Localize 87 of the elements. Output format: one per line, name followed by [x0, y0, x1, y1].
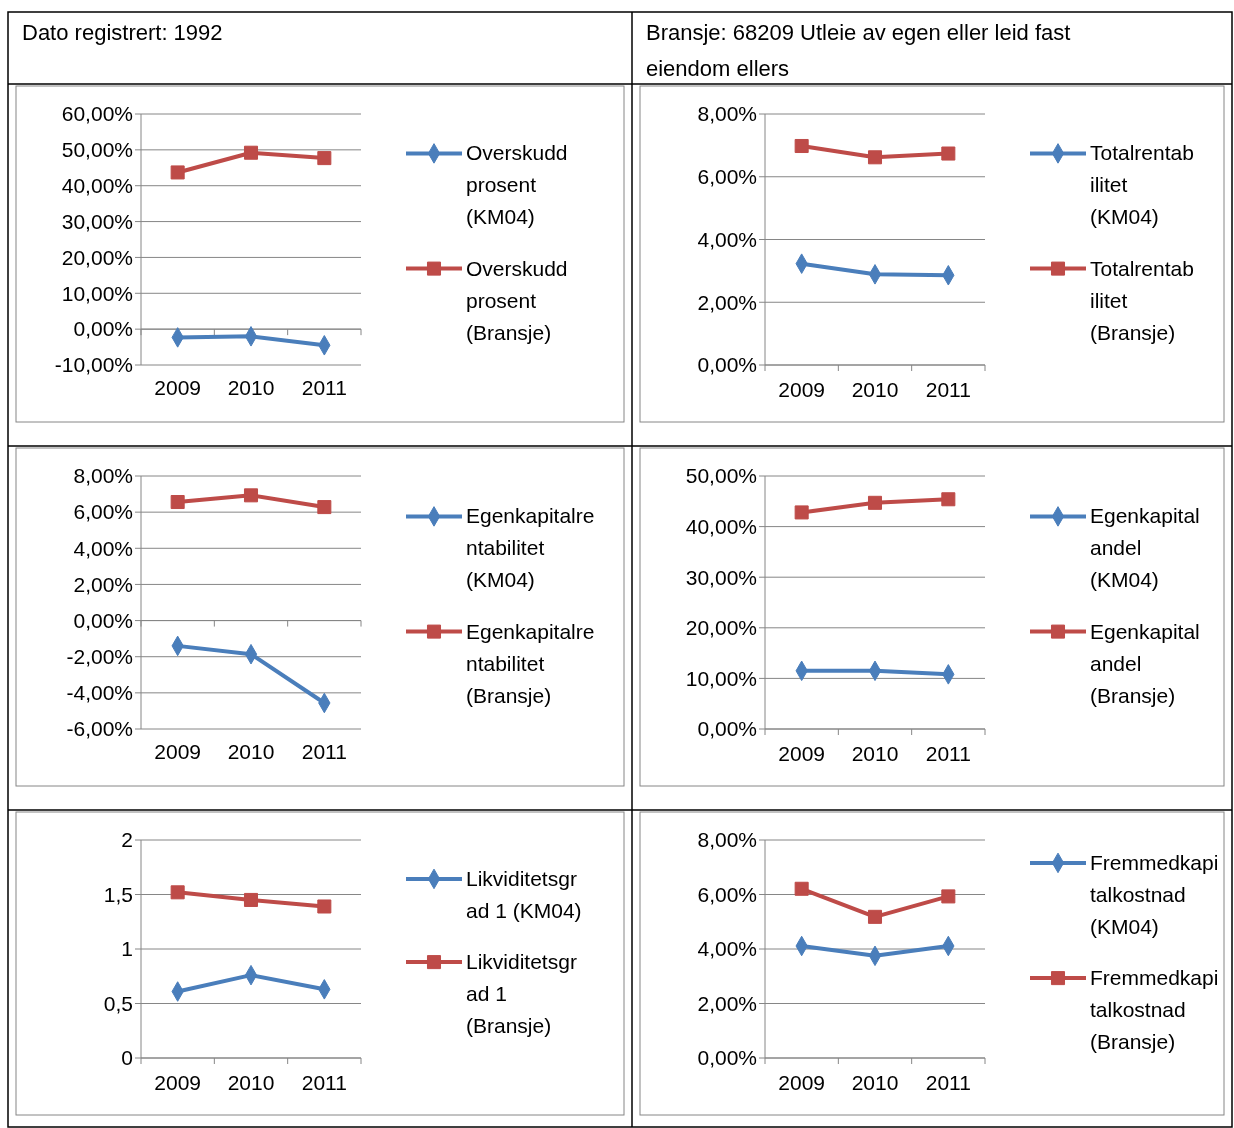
x-tick-label: 2009 [778, 1071, 826, 1094]
y-tick-label: 4,00% [73, 536, 133, 560]
y-tick-label: 8,00% [697, 102, 757, 126]
point [941, 146, 956, 161]
legend-label: Overskudd prosent (KM04) [466, 141, 568, 229]
x-tick-label: 2011 [301, 376, 347, 399]
point [243, 488, 259, 503]
point [794, 881, 809, 896]
y-tick-label: 20,00% [685, 616, 757, 640]
x-tick-label: 2011 [301, 1071, 347, 1094]
x-tick-label: 2010 [227, 376, 275, 399]
y-tick-label: 30,00% [61, 209, 133, 233]
y-tick-label: 10,00% [685, 666, 757, 690]
y-tick-label: 60,00% [61, 102, 133, 126]
y-tick-label: -2,00% [66, 645, 133, 669]
y-tick-label: 0,00% [73, 317, 133, 341]
legend-label: Egenkapitalandel (Bransje) [1090, 619, 1200, 707]
y-tick-label: 6,00% [697, 165, 757, 189]
point [317, 500, 332, 515]
y-tick-label: 20,00% [61, 245, 133, 269]
x-tick-label: 2011 [925, 742, 971, 765]
point [243, 892, 259, 907]
x-tick-label: 2010 [851, 742, 899, 765]
legend-label: Likviditetsgrad 1 (KM04) [466, 866, 582, 922]
y-tick-label: 30,00% [685, 565, 757, 589]
x-tick-label: 2009 [778, 742, 826, 765]
point [170, 165, 185, 180]
y-tick-label: 6,00% [73, 500, 133, 524]
point [867, 495, 883, 510]
legend-label: Overskudd prosent (Bransje) [466, 256, 568, 344]
y-tick-label: 4,00% [697, 937, 757, 961]
x-tick-label: 2009 [154, 740, 202, 763]
y-tick-label: 1,5 [103, 882, 133, 906]
y-tick-label: 2,00% [697, 290, 757, 314]
y-tick-label: 40,00% [61, 174, 133, 198]
legend-label: Egenkapitalrentabilitet (KM04) [466, 504, 595, 592]
text: Bransje: 68209 Utleie av egen eller leid fast eiendom ellers [646, 20, 1071, 81]
point [794, 138, 809, 154]
y-tick-label: 2 [121, 828, 133, 852]
y-tick-label: -6,00% [66, 717, 133, 741]
x-tick-label: 2011 [301, 740, 347, 763]
x-tick-label: 2011 [925, 1071, 971, 1094]
y-tick-label: 0,5 [103, 991, 133, 1015]
y-tick-label: 10,00% [61, 281, 133, 305]
y-tick-label: 50,00% [61, 138, 133, 162]
y-tick-label: 2,00% [697, 991, 757, 1015]
y-tick-label: 8,00% [697, 828, 757, 852]
x-tick-label: 2009 [154, 1071, 202, 1094]
point [794, 505, 809, 520]
legend-label: Totalrentabilitet (Bransje) [1090, 256, 1194, 344]
x-tick-label: 2009 [778, 378, 826, 401]
point [867, 909, 883, 924]
point [317, 151, 332, 166]
text: Dato registrert: 1992 [22, 20, 223, 45]
y-tick-label: 0,00% [697, 353, 757, 377]
x-tick-label: 2010 [227, 740, 275, 763]
y-tick-label: 6,00% [697, 882, 757, 906]
y-tick-label: 0,00% [697, 1046, 757, 1070]
legend-label: Fremmedkapitalkostnad (Bransje) [1090, 966, 1219, 1054]
y-tick-label: -10,00% [54, 353, 133, 377]
y-tick-label: 8,00% [73, 464, 133, 488]
point [170, 495, 185, 510]
y-tick-label: 0,00% [697, 717, 757, 741]
y-tick-label: 40,00% [685, 514, 757, 538]
x-tick-label: 2009 [154, 376, 202, 399]
point [317, 899, 332, 914]
legend-label: Likviditetsgrad 1 (Bransje) [466, 950, 577, 1038]
x-tick-label: 2010 [851, 378, 899, 401]
y-tick-label: 2,00% [73, 572, 133, 596]
point [243, 145, 259, 160]
legend-label: Totalrentabilitet (KM04) [1090, 141, 1194, 229]
legend-label: Egenkapitalrentabilitet (Bransje) [466, 619, 595, 707]
x-tick-label: 2010 [851, 1071, 899, 1094]
y-tick-label: 50,00% [685, 464, 757, 488]
point [170, 885, 185, 900]
x-tick-label: 2010 [227, 1071, 275, 1094]
point [941, 889, 956, 904]
y-tick-label: 4,00% [697, 227, 757, 251]
legend-label: Fremmedkapitalkostnad (KM04) [1090, 850, 1219, 938]
y-tick-label: -4,00% [66, 681, 133, 705]
x-tick-label: 2011 [925, 378, 971, 401]
legend-label: Egenkapitalandel (KM04) [1090, 504, 1200, 592]
y-tick-label: 0 [121, 1046, 133, 1070]
point [867, 150, 883, 165]
y-tick-label: 0,00% [73, 608, 133, 632]
y-tick-label: 1 [121, 937, 133, 961]
point [941, 492, 956, 507]
